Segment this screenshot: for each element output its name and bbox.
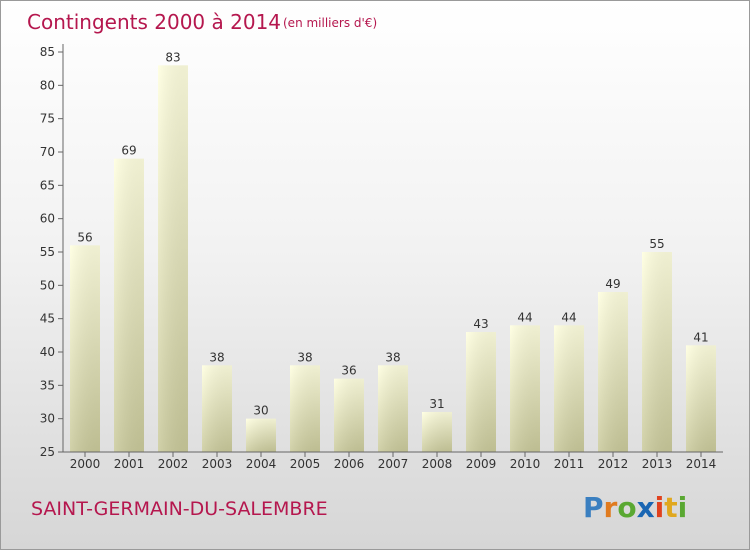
bar-shade-2010 [510, 325, 540, 452]
y-tick-label: 50 [40, 278, 55, 292]
y-tick-label: 30 [40, 412, 55, 426]
x-tick-label-2010: 2010 [510, 457, 541, 471]
value-label-2000: 56 [77, 230, 92, 244]
logo-letter: i [655, 491, 665, 524]
value-label-2007: 38 [385, 350, 400, 364]
bar-shade-2007 [378, 365, 408, 452]
value-label-2002: 83 [165, 50, 180, 64]
logo-letter: o [617, 491, 636, 524]
value-label-2014: 41 [693, 330, 708, 344]
bars-group: 56 69 83 38 30 38 36 38 31 43 44 44 49 55 41 [70, 50, 716, 452]
x-tick-label-2007: 2007 [378, 457, 409, 471]
y-tick-label: 85 [40, 45, 55, 59]
y-tick-label: 80 [40, 78, 55, 92]
value-label-2010: 44 [517, 310, 532, 324]
y-tick-label: 65 [40, 178, 55, 192]
logo-letter: t [664, 491, 677, 524]
x-tick-label-2006: 2006 [334, 457, 365, 471]
proxiti-logo[interactable]: Proxiti [583, 491, 687, 524]
x-tick-label-2003: 2003 [202, 457, 233, 471]
value-label-2005: 38 [297, 350, 312, 364]
x-tick-label-2009: 2009 [466, 457, 497, 471]
bar-shade-2012 [598, 292, 628, 452]
bar-shade-2014 [686, 345, 716, 452]
y-tick-label: 70 [40, 145, 55, 159]
bar-shade-2009 [466, 332, 496, 452]
chart-title: Contingents 2000 à 2014 [27, 10, 281, 34]
x-tick-label-2012: 2012 [598, 457, 629, 471]
value-label-2009: 43 [473, 317, 488, 331]
x-axis: 2000 2001 2002 2003 2004 2005 2006 2007 2008 2009… [63, 451, 723, 471]
y-tick-label: 35 [40, 378, 55, 392]
bar-shade-2006 [334, 378, 364, 452]
bar-shade-2002 [158, 65, 188, 452]
logo-letter: x [637, 491, 655, 524]
y-axis: 25 30 35 40 45 50 55 60 65 70 75 80 85 [40, 44, 64, 459]
value-label-2008: 31 [429, 397, 444, 411]
bar-shade-2008 [422, 412, 452, 452]
commune-name: SAINT-GERMAIN-DU-SALEMBRE [31, 498, 328, 520]
x-tick-label-2005: 2005 [290, 457, 321, 471]
x-tick-label-2001: 2001 [114, 457, 145, 471]
logo-letter: P [583, 491, 604, 524]
y-tick-label: 60 [40, 212, 55, 226]
y-tick-label: 45 [40, 312, 55, 326]
y-tick-label: 55 [40, 245, 55, 259]
logo-letter: r [604, 491, 618, 524]
bar-shade-2000 [70, 245, 100, 452]
value-label-2004: 30 [253, 404, 268, 418]
value-label-2006: 36 [341, 364, 356, 378]
y-tick-label: 25 [40, 445, 55, 459]
chart-subtitle: (en milliers d'€) [283, 16, 377, 30]
logo-letter: i [678, 491, 688, 524]
x-tick-label-2008: 2008 [422, 457, 453, 471]
value-label-2011: 44 [561, 310, 576, 324]
bar-shade-2005 [290, 365, 320, 452]
y-tick-label: 75 [40, 112, 55, 126]
bar-shade-2003 [202, 365, 232, 452]
x-tick-label-2002: 2002 [158, 457, 189, 471]
x-tick-label-2013: 2013 [642, 457, 673, 471]
value-label-2001: 69 [121, 144, 136, 158]
x-tick-label-2000: 2000 [70, 457, 101, 471]
x-tick-label-2011: 2011 [554, 457, 585, 471]
x-tick-label-2014: 2014 [686, 457, 717, 471]
bar-shade-2011 [554, 325, 584, 452]
bar-shade-2013 [642, 252, 672, 452]
bar-shade-2001 [114, 158, 144, 452]
value-label-2012: 49 [605, 277, 620, 291]
x-tick-label-2004: 2004 [246, 457, 277, 471]
bar-shade-2004 [246, 418, 276, 452]
value-label-2003: 38 [209, 350, 224, 364]
y-tick-label: 40 [40, 345, 55, 359]
value-label-2013: 55 [649, 237, 664, 251]
